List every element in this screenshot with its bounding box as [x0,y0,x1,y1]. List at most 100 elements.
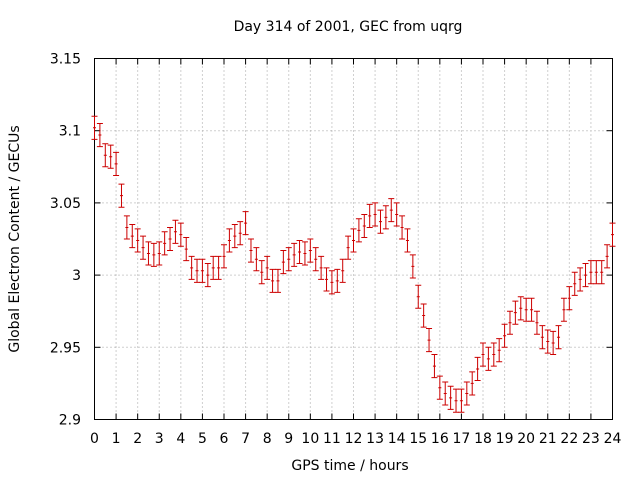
x-tick-label: 7 [241,431,250,447]
y-tick-label: 2.9 [59,413,81,429]
x-tick-label: 22 [560,431,578,447]
data-point [123,215,130,240]
data-point [555,325,562,350]
x-tick-label: 4 [176,431,185,447]
x-tick-label: 0 [90,431,99,447]
data-point [280,250,287,275]
data-point [523,297,530,322]
y-axis-label: Global Electron Content / GECUs [7,125,23,352]
data-point [609,222,616,247]
x-tick-label: 14 [388,431,406,447]
data-point [296,239,303,265]
x-axis-label: GPS time / hours [291,458,408,474]
x-tick-label: 24 [604,431,622,447]
data-point [582,263,589,288]
data-point [172,219,179,244]
data-point [118,183,125,208]
data-point [253,247,260,272]
data-point [323,267,330,292]
data-point [107,144,114,169]
data-point [436,375,443,400]
data-point [285,247,292,272]
data-point [355,218,362,243]
x-tick-label: 20 [517,431,535,447]
data-point [388,198,395,223]
data-point [577,267,584,292]
data-point [242,211,249,236]
data-point [469,371,476,396]
data-point [231,224,238,249]
data-point [226,228,233,253]
data-point [140,235,147,260]
data-point [566,286,573,311]
data-point [458,388,465,413]
x-tick-label: 10 [301,431,319,447]
data-point [501,323,508,348]
data-point [490,342,497,367]
x-tick-label: 1 [112,431,121,447]
data-point [345,235,352,260]
data-point [258,260,265,285]
data-point [474,356,481,382]
data-point [393,202,400,227]
data-point [312,247,319,272]
data-point [274,268,281,293]
x-tick-label: 19 [496,431,514,447]
data-point [264,255,271,280]
data-point [560,297,567,322]
y-tick-label: 3 [72,268,81,284]
data-point [539,325,546,350]
series-error-bars [91,115,616,413]
data-point [334,268,341,293]
data-point [480,342,486,367]
chart-title: Day 314 of 2001, GEC from uqrg [234,19,463,35]
data-point [512,300,519,325]
data-point [506,310,513,335]
data-point [318,255,325,280]
data-point [409,254,416,279]
data-point [528,297,535,322]
data-point [447,385,454,410]
x-tick-label: 8 [263,431,272,447]
data-point [91,115,98,140]
y-tick-label: 3.05 [50,196,81,212]
data-point [237,221,244,246]
data-point [485,346,492,371]
data-point [517,296,524,321]
data-point [167,226,174,252]
data-point [150,242,157,267]
data-point [145,241,152,266]
x-tick-label: 18 [474,431,492,447]
x-tick-label: 6 [220,431,229,447]
y-tick-label: 3.15 [50,52,81,68]
data-point [129,224,136,249]
data-point [328,270,335,295]
x-tick-label: 11 [323,431,341,447]
data-point [215,255,222,280]
axis-ticks: 0 1 2 3 4 5 6 7 8 9 10 11 12 13 14 15 16 17 18 19 20 21 22 23 24… [50,52,622,448]
data-point [96,122,103,148]
data-point [377,209,384,234]
data-point [113,151,120,176]
data-point [161,231,168,256]
data-point [156,241,163,266]
data-series [91,115,616,413]
grid [94,58,613,420]
data-point [571,271,578,296]
data-point [307,238,314,263]
data-point [372,202,379,227]
data-point [404,228,411,253]
x-tick-label: 15 [409,431,427,447]
data-point [188,255,195,280]
data-point [399,215,406,240]
x-tick-label: 3 [155,431,164,447]
y-tick-label: 2.95 [50,340,81,356]
data-point [301,241,308,266]
data-point [604,244,611,269]
data-point [463,381,470,406]
data-point [102,143,109,168]
data-point [339,258,346,283]
x-tick-label: 21 [539,431,557,447]
